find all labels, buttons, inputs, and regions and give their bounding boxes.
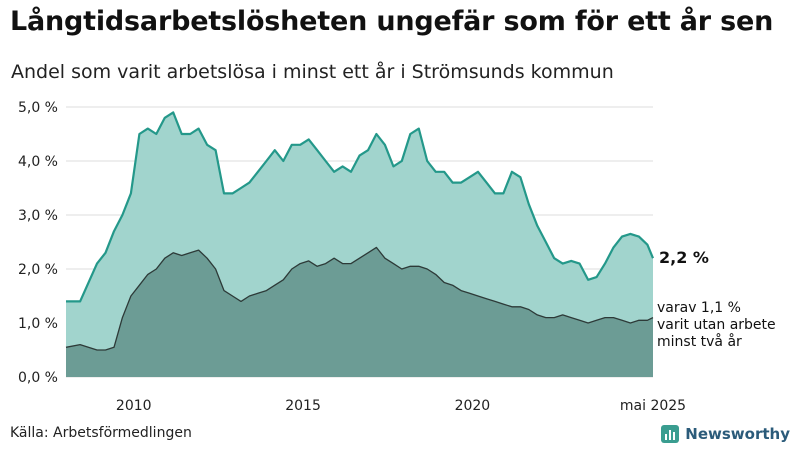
series-layer: [65, 111, 655, 378]
series-line-two_years: [65, 246, 654, 351]
x-tick-label: 2020: [455, 398, 491, 410]
series-line-total: [66, 111, 655, 303]
y-tick-label: 1,0 %: [18, 316, 58, 332]
y-tick-label: 5,0 %: [18, 100, 58, 116]
annotation-line-3: minst två år: [657, 333, 742, 350]
newsworthy-logo: Newsworthy: [661, 425, 790, 443]
annotation-line-1: varav 1,1 %: [657, 300, 741, 316]
source-note: Källa: Arbetsförmedlingen: [10, 425, 192, 441]
y-tick-label: 2,0 %: [18, 262, 58, 278]
area-chart: 0,0 %1,0 %2,0 %3,0 %4,0 %5,0 % 2010 2015 2…: [18, 100, 780, 410]
y-tick-label: 0,0 %: [18, 370, 58, 386]
x-tick-label: 2010: [116, 398, 152, 410]
two-year-annotation: varav 1,1 % varit utan arbete minst två …: [657, 300, 780, 350]
annotation-line-2: varit utan arbete: [657, 317, 776, 333]
y-axis-ticks: 0,0 % 1,0 % 2,0 % 3,0 % 4,0 % 5,0 %: [18, 100, 58, 386]
bar-chart-icon: [661, 425, 680, 443]
y-tick-label: 3,0 %: [18, 208, 58, 224]
x-tick-label: 2015: [285, 398, 321, 410]
end-value-label: 2,2 %: [659, 248, 709, 267]
x-axis-ticks: 2010 2015 2020 maj 2025: [116, 398, 686, 410]
x-tick-label: maj 2025: [620, 398, 686, 410]
chart-title: Långtidsarbetslösheten ungefär som för e…: [10, 6, 774, 37]
chart-subtitle: Andel som varit arbetslösa i minst ett å…: [11, 61, 614, 83]
y-tick-label: 4,0 %: [18, 154, 58, 170]
series-area-two_years: [66, 247, 653, 377]
brand-name: Newsworthy: [685, 425, 790, 443]
